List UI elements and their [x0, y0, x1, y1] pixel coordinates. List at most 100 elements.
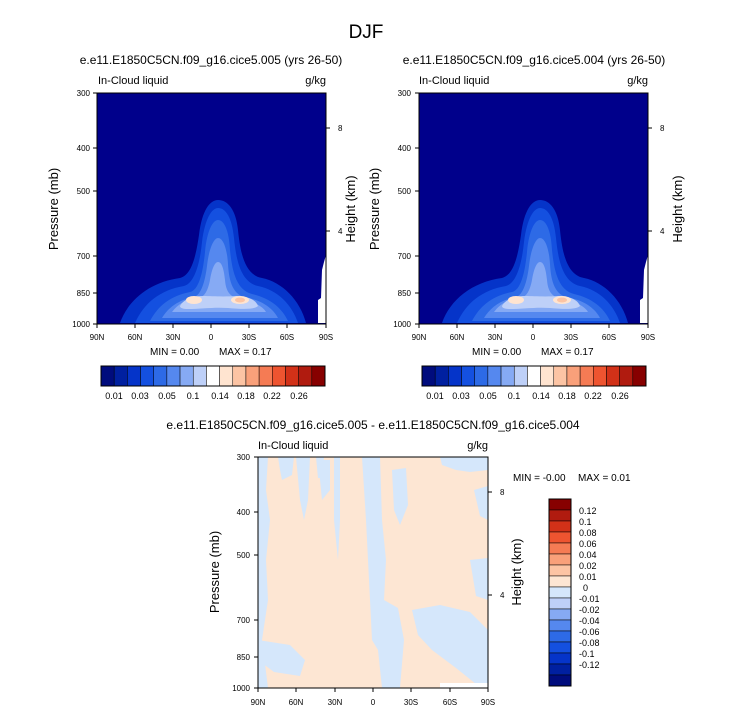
panel-right-y2tick: 4 — [660, 227, 665, 236]
colorbar-cell — [540, 365, 555, 387]
colorbar-cell — [527, 365, 541, 387]
colorbar-cell — [219, 365, 234, 387]
colorbar-right-label: 0.1 — [508, 391, 521, 401]
panel-diff-xtick: 30S — [404, 698, 418, 707]
contour-field-difference — [258, 457, 488, 688]
colorbar-diff-label: 0.1 — [579, 517, 592, 527]
colorbar-cell — [474, 365, 489, 387]
colorbar-diff-label: -0.02 — [579, 605, 600, 615]
panel-right-ytick: 500 — [398, 187, 412, 196]
panel-diff-title: e.e11.E1850C5CN.f09_g16.cice5.005 - e.e1… — [166, 418, 580, 432]
colorbar-cell — [421, 365, 436, 387]
colorbar-right-label: 0.18 — [558, 391, 576, 401]
colorbar-cell — [166, 365, 181, 387]
colorbar-left-label: 0.05 — [158, 391, 176, 401]
panel-right-xtick: 30N — [488, 333, 503, 342]
panel-right-xtick: 90S — [641, 333, 655, 342]
plot-right — [418, 92, 649, 325]
colorbar-diff-label: 0 — [583, 583, 588, 593]
colorbar-cell — [513, 365, 528, 387]
panel-left-ytick: 850 — [77, 289, 91, 298]
colorbar-left-cells — [100, 365, 326, 387]
panel-diff-ytick: 500 — [237, 551, 251, 560]
colorbar-diff-label: 0.08 — [579, 528, 597, 538]
panel-right-ytick: 700 — [398, 252, 412, 261]
colorbar-left-label: 0.26 — [290, 391, 308, 401]
colorbar-cell — [548, 553, 572, 566]
colorbar-cell — [127, 365, 141, 387]
colorbar-diff-label: -0.1 — [579, 649, 595, 659]
panel-left-xtick: 60S — [280, 333, 294, 342]
panel-diff-units: g/kg — [467, 440, 488, 452]
page-title: DJF — [349, 22, 384, 43]
colorbar-cell — [548, 674, 572, 687]
colorbar-cell — [548, 509, 572, 522]
colorbar-cell — [579, 365, 594, 387]
colorbar-cell — [548, 542, 572, 555]
panel-diff-min: MIN = -0.00 — [513, 473, 566, 484]
panel-left-y2label: Height (km) — [343, 175, 358, 242]
colorbar-diff-label: -0.04 — [579, 616, 600, 626]
colorbar-cell — [434, 365, 449, 387]
panel-left-field-label: In-Cloud liquid — [98, 75, 168, 87]
panel-left-y2tick: 8 — [338, 124, 343, 133]
colorbar-diff-cells — [548, 498, 572, 687]
panel-left-xtick: 90S — [319, 333, 333, 342]
panel-diff-xtick: 90N — [251, 698, 266, 707]
panel-left: e.e11.E1850C5CN.f09_g16.cice5.005 (yrs 2… — [46, 53, 358, 401]
panel-right-field-label: In-Cloud liquid — [419, 75, 489, 87]
panel-right-xtick: 30S — [564, 333, 578, 342]
panel-left-y2tick: 4 — [338, 227, 343, 236]
panel-diff-ytick: 1000 — [232, 684, 250, 693]
colorbar-cell — [232, 365, 247, 387]
panel-left-ytick: 1000 — [72, 320, 90, 329]
panel-right-xtick: 0 — [531, 333, 536, 342]
colorbar-cell — [272, 365, 286, 387]
panel-diff-y2tick: 8 — [500, 488, 505, 497]
colorbar-cell — [298, 365, 313, 387]
panel-left-xtick: 30S — [242, 333, 256, 342]
colorbar-diff-label: 0.01 — [579, 572, 597, 582]
colorbar-cell — [179, 365, 194, 387]
colorbar-cell — [548, 586, 572, 599]
colorbar-right-label: 0.01 — [426, 391, 444, 401]
axes-right — [415, 92, 652, 328]
colorbar-diff-label: 0.06 — [579, 539, 597, 549]
panel-diff-y2tick: 4 — [500, 591, 505, 600]
panel-right-max: MAX = 0.17 — [541, 347, 594, 358]
colorbar-cell — [566, 365, 581, 387]
colorbar-cell — [606, 365, 620, 387]
colorbar-cell — [487, 365, 502, 387]
colorbar-cell — [500, 365, 515, 387]
colorbar-cell — [548, 564, 572, 577]
colorbar-left-label: 0.14 — [211, 391, 229, 401]
colorbar-diff-label: -0.06 — [579, 627, 600, 637]
colorbar-left-label: 0.03 — [131, 391, 149, 401]
panel-diff-xtick: 60S — [443, 698, 457, 707]
colorbar-diff-label: -0.01 — [579, 594, 600, 604]
colorbar-diff-label: -0.08 — [579, 638, 600, 648]
panel-diff-y2label: Height (km) — [509, 538, 524, 605]
panel-left-min: MIN = 0.00 — [150, 347, 200, 358]
panel-right-xtick: 60S — [602, 333, 616, 342]
colorbar-cell — [548, 597, 572, 610]
colorbar-cell — [548, 531, 572, 544]
panel-diff-xtick: 0 — [371, 698, 376, 707]
colorbar-cell — [448, 365, 462, 387]
colorbar-cell — [548, 575, 572, 588]
panel-left-xtick: 0 — [209, 333, 214, 342]
panel-diff-field-label: In-Cloud liquid — [258, 440, 328, 452]
panel-right-y2tick: 8 — [660, 124, 665, 133]
colorbar-cell — [548, 619, 572, 632]
panel-right-ytick: 300 — [398, 89, 412, 98]
panel-diff-xtick: 60N — [289, 698, 304, 707]
panel-left-xtick: 60N — [128, 333, 143, 342]
panel-difference: e.e11.E1850C5CN.f09_g16.cice5.005 - e.e1… — [166, 418, 631, 707]
colorbar-cell — [548, 630, 572, 643]
panel-diff-xtick: 90S — [481, 698, 495, 707]
colorbar-cell — [206, 365, 220, 387]
panel-right-title: e.e11.E1850C5CN.f09_g16.cice5.004 (yrs 2… — [403, 53, 666, 67]
colorbar-left-label: 0.1 — [187, 391, 200, 401]
contour-field-left — [120, 200, 326, 323]
colorbar-cell — [553, 365, 568, 387]
